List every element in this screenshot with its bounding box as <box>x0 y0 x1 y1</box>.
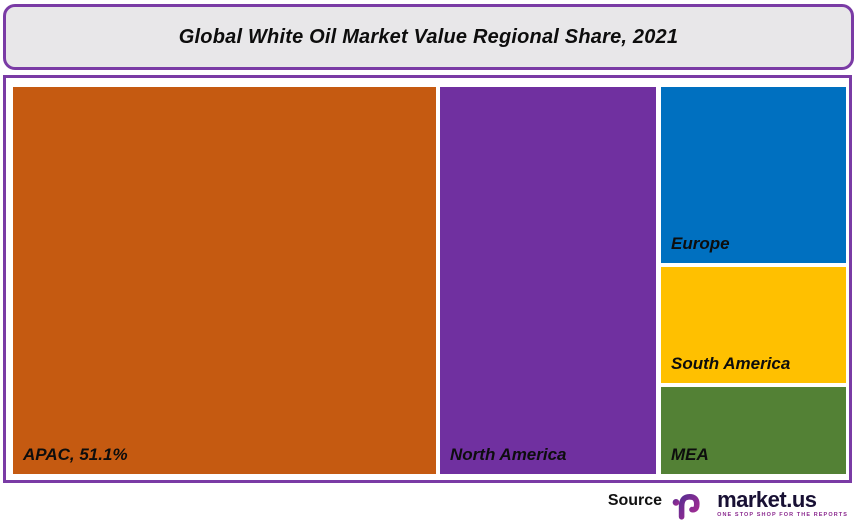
brand-tagline: ONE STOP SHOP FOR THE REPORTS <box>717 512 848 518</box>
treemap-block-mea: MEA <box>661 387 846 474</box>
treemap-label-mea: MEA <box>671 445 709 464</box>
treemap-block-south-america: South America <box>661 267 846 383</box>
treemap-chart: APAC, 51.1% North America Europe South A… <box>3 75 852 483</box>
market-us-logo: market.us ONE STOP SHOP FOR THE REPORTS <box>672 486 848 522</box>
chart-title: Global White Oil Market Value Regional S… <box>178 25 679 48</box>
treemap-label-europe: Europe <box>671 234 730 253</box>
treemap-block-apac: APAC, 51.1% <box>13 87 436 474</box>
treemap-label-north-america: North America <box>450 445 567 464</box>
source-attribution: Source market.us ONE STOP SHOP FOR THE R… <box>608 484 848 524</box>
source-label: Source <box>607 492 663 509</box>
market-us-logo-icon <box>672 492 713 520</box>
brand-name: market.us <box>717 487 817 512</box>
treemap-block-north-america: North America <box>440 87 656 474</box>
treemap-block-europe: Europe <box>661 87 846 263</box>
chart-title-box: Global White Oil Market Value Regional S… <box>3 4 854 70</box>
treemap-label-apac: APAC, 51.1% <box>23 445 128 464</box>
treemap-label-south-america: South America <box>671 354 791 373</box>
